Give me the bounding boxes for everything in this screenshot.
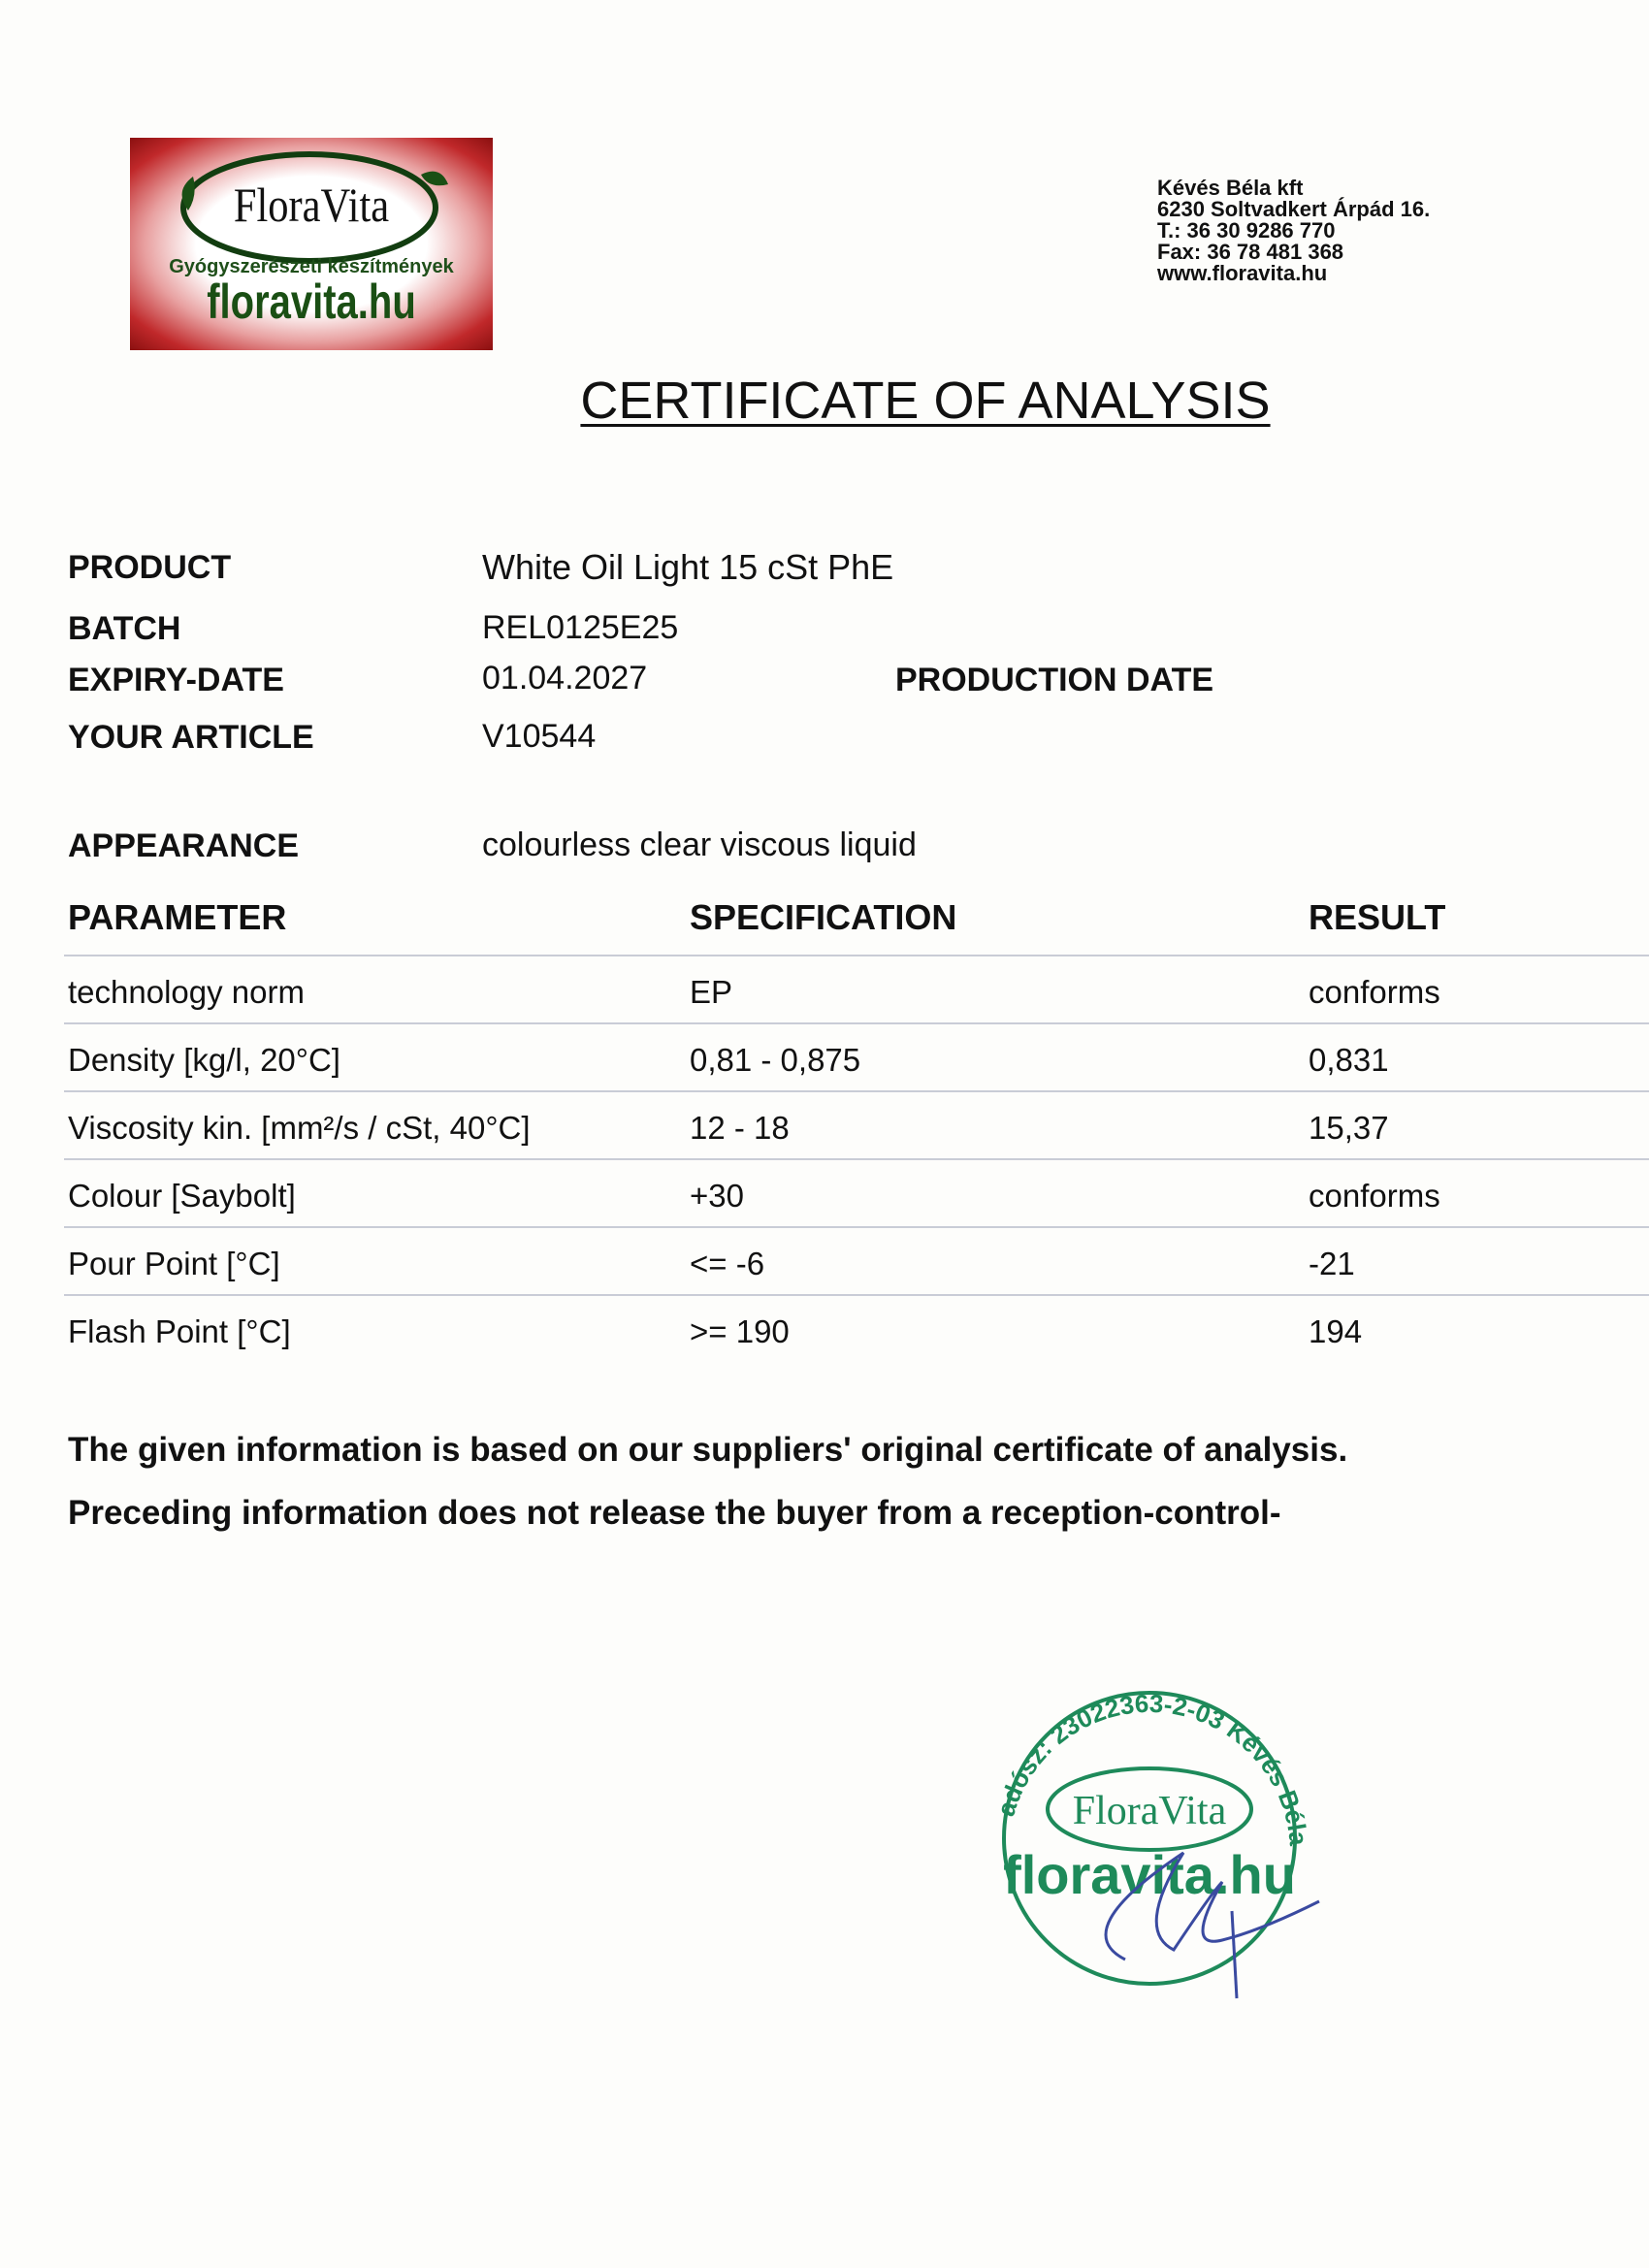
- table-row: Viscosity kin. [mm²/s / cSt, 40°C] 12 - 1…: [64, 1090, 1649, 1160]
- specification-cell: <= -6: [690, 1246, 765, 1281]
- logo-brand: FloraVita: [233, 178, 390, 232]
- parameter-cell: Flash Point [°C]: [68, 1313, 291, 1349]
- disclaimer-line-1: The given information is based on our su…: [68, 1431, 1348, 1469]
- article-value: V10544: [482, 718, 597, 755]
- batch-value: REL0125E25: [482, 609, 679, 646]
- company-stamp: adósz: 23022363-2-03 Kévés Béla Kft 6230…: [961, 1645, 1339, 2023]
- company-web: www.floravita.hu: [1157, 261, 1328, 285]
- company-address: 6230 Soltvadkert Árpád 16.: [1157, 197, 1431, 221]
- table-row: Pour Point [°C] <= -6 -21: [64, 1226, 1649, 1296]
- appearance-value: colourless clear viscous liquid: [482, 826, 917, 863]
- logo-ellipse-icon: [180, 151, 449, 264]
- company-phone: T.: 36 30 9286 770: [1157, 218, 1336, 243]
- product-label: PRODUCT: [68, 549, 232, 586]
- table-row: Flash Point [°C] >= 190 194: [64, 1294, 1649, 1364]
- expiry-value: 01.04.2027: [482, 660, 648, 697]
- expiry-label: EXPIRY-DATE: [68, 662, 284, 698]
- specification-cell: >= 190: [690, 1313, 790, 1349]
- header-parameter: PARAMETER: [68, 897, 287, 937]
- result-cell: conforms: [1309, 974, 1440, 1010]
- company-fax: Fax: 36 78 481 368: [1157, 240, 1344, 264]
- table-row: Density [kg/l, 20°C] 0,81 - 0,875 0,831: [64, 1022, 1649, 1092]
- logo-url: floravita.hu: [207, 275, 416, 329]
- header-result: RESULT: [1309, 897, 1446, 937]
- svg-text:floravita.hu: floravita.hu: [1003, 1844, 1296, 1905]
- batch-label: BATCH: [68, 610, 181, 647]
- page-title: CERTIFICATE OF ANALYSIS: [580, 372, 1271, 430]
- specification-cell: 12 - 18: [690, 1110, 790, 1146]
- contact-block: Kévés Béla kft 6230 Soltvadkert Árpád 16…: [1157, 178, 1430, 284]
- appearance-label: APPEARANCE: [68, 827, 300, 864]
- header-specification: SPECIFICATION: [690, 897, 957, 937]
- disclaimer-line-2: Preceding information does not release t…: [68, 1494, 1281, 1532]
- specification-cell: 0,81 - 0,875: [690, 1042, 861, 1078]
- specification-cell: +30: [690, 1178, 744, 1214]
- svg-text:FloraVita: FloraVita: [1073, 1789, 1227, 1833]
- parameter-cell: Pour Point [°C]: [68, 1246, 280, 1281]
- result-cell: conforms: [1309, 1178, 1440, 1214]
- company-name: Kévés Béla kft: [1157, 176, 1304, 200]
- table-row: Colour [Saybolt] +30 conforms: [64, 1158, 1649, 1228]
- product-value: White Oil Light 15 cSt PhE: [482, 547, 894, 587]
- result-cell: -21: [1309, 1246, 1355, 1281]
- table-row: technology norm EP conforms: [64, 955, 1649, 1024]
- parameter-cell: Density [kg/l, 20°C]: [68, 1042, 340, 1078]
- article-label: YOUR ARTICLE: [68, 719, 314, 756]
- result-cell: 0,831: [1309, 1042, 1389, 1078]
- logo-subtitle: Gyógyszerészeti készítmények: [169, 256, 454, 277]
- production-date-label: PRODUCTION DATE: [895, 662, 1214, 698]
- parameter-cell: Colour [Saybolt]: [68, 1178, 296, 1214]
- parameter-cell: Viscosity kin. [mm²/s / cSt, 40°C]: [68, 1110, 531, 1146]
- parameter-cell: technology norm: [68, 974, 305, 1010]
- result-cell: 194: [1309, 1313, 1363, 1349]
- result-cell: 15,37: [1309, 1110, 1389, 1146]
- stamp-seal-icon: adósz: 23022363-2-03 Kévés Béla Kft 6230…: [961, 1645, 1320, 1999]
- floravita-logo: FloraVita Gyógyszerészeti készítmények f…: [130, 138, 493, 350]
- specification-cell: EP: [690, 974, 733, 1010]
